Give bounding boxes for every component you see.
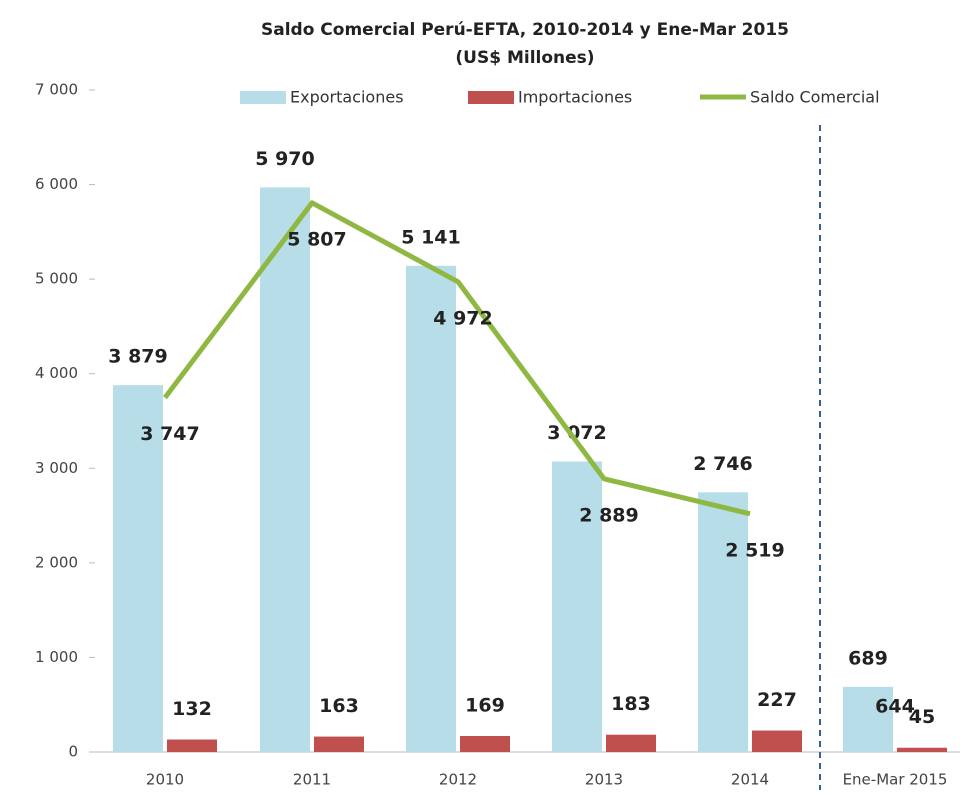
legend-label: Saldo Comercial <box>750 88 880 107</box>
bar <box>460 736 510 752</box>
data-label: 5 807 <box>287 228 347 250</box>
bar <box>113 385 163 752</box>
line <box>163 200 751 517</box>
data-label: 689 <box>848 647 888 669</box>
bar <box>843 686 893 752</box>
data-label: 183 <box>611 693 651 715</box>
data-label: 644 <box>875 696 915 718</box>
bar <box>314 736 364 752</box>
data-label: 227 <box>757 689 797 711</box>
bar <box>752 730 802 752</box>
y-tick-label: 5 000 <box>35 270 78 288</box>
y-tick-label: 4 000 <box>35 364 78 382</box>
bar <box>406 265 456 752</box>
legend-swatch <box>468 91 514 104</box>
legend-swatch <box>240 91 286 104</box>
data-label: 2 889 <box>579 504 639 526</box>
data-label: 163 <box>319 695 359 717</box>
x-tick-label: 2012 <box>439 771 477 789</box>
data-label: 132 <box>172 698 212 720</box>
x-tick-label: 2014 <box>731 771 769 789</box>
data-label: 2 519 <box>725 539 785 561</box>
data-label: 2 746 <box>693 453 753 475</box>
bar <box>698 492 748 752</box>
y-tick-label: 0 <box>68 743 78 761</box>
data-label: 3 072 <box>547 422 607 444</box>
bar <box>167 739 217 752</box>
x-tick-label: 2011 <box>293 771 331 789</box>
chart-subtitle: (US$ Millones) <box>455 48 594 68</box>
x-tick-label: 2013 <box>585 771 623 789</box>
y-tick-label: 7 000 <box>35 81 78 99</box>
bar <box>260 187 310 752</box>
bar <box>606 734 656 752</box>
y-tick-label: 3 000 <box>35 459 78 477</box>
chart-title: Saldo Comercial Perú-EFTA, 2010-2014 y E… <box>261 20 789 40</box>
data-label: 4 972 <box>433 307 493 329</box>
data-label: 5 970 <box>255 148 315 170</box>
y-tick-label: 6 000 <box>35 175 78 193</box>
legend-label: Importaciones <box>518 88 632 107</box>
y-tick-label: 1 000 <box>35 648 78 666</box>
y-tick-label: 2 000 <box>35 553 78 571</box>
data-label: 45 <box>909 706 935 728</box>
data-label: 3 879 <box>108 346 168 368</box>
data-label: 3 747 <box>140 423 200 445</box>
bar <box>897 747 947 752</box>
x-tick-label: 2010 <box>146 771 184 789</box>
legend-label: Exportaciones <box>290 88 404 107</box>
data-label: 169 <box>465 695 505 717</box>
x-tick-label: Ene-Mar 2015 <box>843 771 948 789</box>
bar <box>552 461 602 752</box>
data-label: 5 141 <box>401 226 461 248</box>
